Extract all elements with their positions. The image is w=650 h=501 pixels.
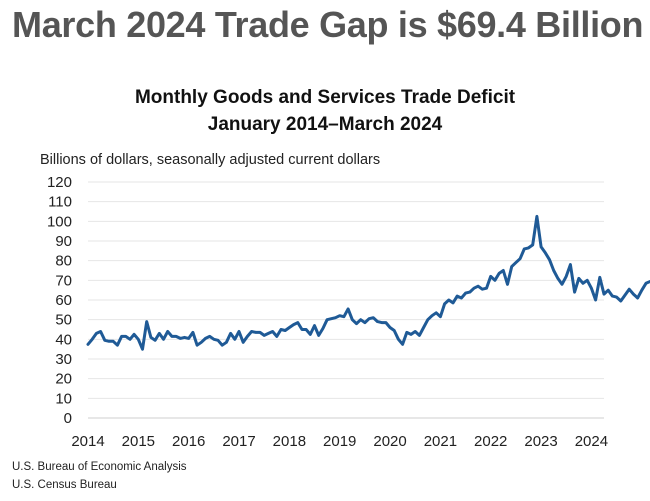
gridlines: [88, 181, 604, 419]
y-tick-label: 10: [55, 390, 72, 407]
chart-subtitle: January 2014–March 2024: [207, 114, 443, 135]
y-tick-label: 120: [47, 174, 72, 191]
y-tick-label: 40: [55, 331, 72, 348]
x-tick-label: 2020: [373, 433, 406, 450]
y-tick-label: 100: [47, 213, 72, 230]
series-line-0: [86, 214, 650, 351]
source-census: U.S. Census Bureau: [12, 479, 117, 491]
y-tick-label: 110: [48, 194, 72, 211]
x-tick-label: 2024: [575, 433, 608, 450]
x-tick-label: 2019: [323, 433, 356, 450]
x-tick-label: 2018: [273, 433, 306, 450]
headline: March 2024 Trade Gap is $69.4 Billion: [12, 4, 644, 45]
x-tick-label: 2014: [71, 433, 104, 450]
y-tick-label: 70: [55, 272, 72, 289]
y-tick-label: 80: [55, 253, 72, 270]
y-tick-label: 60: [55, 292, 72, 309]
y-tick-label: 20: [55, 371, 72, 388]
y-axis-label: Billions of dollars, seasonally adjusted…: [40, 152, 381, 168]
y-tick-label: 30: [55, 351, 72, 368]
y-tick-label: 50: [55, 312, 72, 329]
y-tick-label: 0: [64, 410, 72, 427]
x-tick-label: 2022: [474, 433, 507, 450]
y-tick-label: 90: [55, 233, 72, 250]
y-axis-ticks: 0 10 20 30 40 50 60 70 80 90 100 110 120: [47, 174, 72, 427]
x-tick-label: 2016: [172, 433, 205, 450]
source-bea: U.S. Bureau of Economic Analysis: [12, 461, 187, 473]
x-tick-label: 2017: [222, 433, 255, 450]
x-tick-label: 2021: [424, 433, 457, 450]
x-tick-label: 2023: [524, 433, 557, 450]
series-lines: [86, 214, 650, 351]
x-axis-ticks: 2014 2015 2016 2017 2018 2019 2020 2021 2022 2023…: [71, 433, 608, 450]
chart-title: Monthly Goods and Services Trade Deficit: [134, 87, 516, 108]
x-tick-label: 2015: [122, 433, 155, 450]
chart-title-block: Monthly Goods and Services Trade Deficit…: [0, 84, 650, 138]
